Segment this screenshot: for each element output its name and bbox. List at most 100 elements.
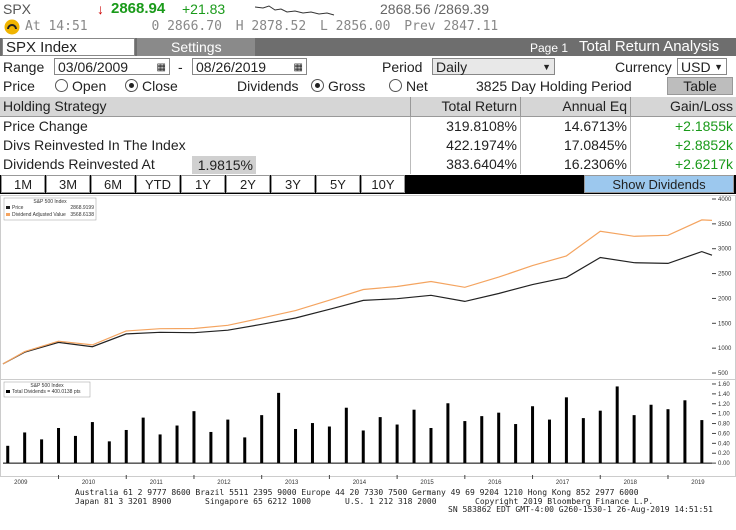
legend-swatch: [6, 213, 10, 216]
price-label: Price: [3, 78, 35, 94]
dividend-bar: [632, 415, 636, 464]
dividend-bar: [666, 409, 670, 464]
range-label: Range: [3, 59, 45, 75]
price-open-text: Open: [72, 78, 107, 94]
open: 2866.70: [167, 19, 222, 34]
legend-label: Dividend Adjusted Value: [12, 212, 66, 218]
dividend-bar: [294, 428, 298, 464]
dividend-bar: [581, 418, 585, 464]
footer-line: U.S. 1 212 318 2000: [345, 497, 437, 506]
status-icon: [4, 19, 20, 35]
x-tick-label: 2019: [691, 480, 705, 486]
dividend-bar: [598, 410, 602, 464]
security-field[interactable]: SPX Index: [2, 38, 135, 56]
legend-label: Price: [12, 205, 24, 211]
dividend-bar: [73, 435, 77, 464]
dividends-label: Dividends: [237, 78, 299, 94]
dividend-bar: [412, 409, 416, 464]
time: 14:51: [48, 19, 88, 34]
dividend-bar: [243, 437, 247, 464]
period-button[interactable]: 3Y: [271, 175, 315, 193]
row-label: Price Change: [3, 118, 88, 134]
start-date[interactable]: 03/06/2009 ▦: [54, 58, 170, 75]
x-tick-label: 2015: [420, 480, 434, 486]
period-select[interactable]: Daily ▼: [432, 58, 555, 75]
dividends-net[interactable]: Net: [389, 78, 428, 94]
table-button[interactable]: Table: [667, 77, 733, 95]
dividend-bar: [277, 392, 281, 464]
period-button[interactable]: 10Y: [361, 175, 405, 193]
currency-value: USD: [681, 59, 711, 75]
direction-arrow: ↓: [97, 1, 104, 17]
table-value: 14.6713%: [520, 117, 630, 136]
y-tick-label: 1500: [718, 321, 732, 327]
y-tick-label: 1.20: [718, 402, 730, 408]
footer-line: Japan 81 3 3201 8900: [75, 497, 172, 506]
dividend-bar: [327, 426, 331, 464]
price-close-text: Close: [142, 78, 178, 94]
column-header: Annual Eq: [520, 97, 630, 116]
period-button[interactable]: 6M: [91, 175, 135, 193]
ticker: SPX: [3, 1, 32, 17]
y-tick-label: 2000: [718, 296, 732, 302]
low: 2856.00: [335, 19, 391, 34]
price-line: [2, 219, 713, 365]
dividend-bar: [615, 386, 619, 464]
dividend-bar: [175, 425, 179, 464]
dividend-bar: [361, 430, 365, 464]
end-date[interactable]: 08/26/2019 ▦: [192, 58, 307, 75]
x-tick-label: 2017: [556, 480, 570, 486]
period-button[interactable]: 2Y: [226, 175, 270, 193]
y-tick-label: 0.60: [718, 431, 730, 437]
price-close[interactable]: Close: [125, 78, 178, 94]
y-tick-label: 1.40: [718, 392, 730, 398]
period-button[interactable]: 3M: [46, 175, 90, 193]
dividend-bar: [497, 412, 501, 464]
y-tick-label: 0.80: [718, 422, 730, 428]
price-open[interactable]: Open: [55, 78, 106, 94]
dividend-bar: [700, 420, 704, 464]
period-button[interactable]: 1M: [1, 175, 45, 193]
x-tick-label: 2014: [353, 480, 367, 486]
settings-button[interactable]: Settings: [137, 38, 255, 56]
table-value: 383.6404%: [410, 155, 520, 174]
dividends-gross[interactable]: Gross: [311, 78, 365, 94]
open-label: 0: [151, 19, 160, 34]
footer-line: Singapore 65 6212 1000: [205, 497, 311, 506]
x-tick-label: 2011: [150, 480, 164, 486]
x-tick-label: 2010: [82, 480, 96, 486]
x-tick-label: 2018: [624, 480, 638, 486]
reinvest-rate[interactable]: 1.9815%: [192, 156, 256, 174]
dividend-bar: [531, 406, 535, 464]
dividend-bar: [378, 417, 382, 464]
prev-label: Prev: [404, 19, 436, 34]
sparkline: [255, 5, 335, 16]
range-dash: -: [178, 59, 183, 75]
show-dividends-button[interactable]: Show Dividends: [584, 175, 734, 193]
currency-select[interactable]: USD ▼: [677, 58, 727, 75]
y-tick-label: 0.00: [718, 461, 730, 467]
period-button[interactable]: 5Y: [316, 175, 360, 193]
period-button[interactable]: 1Y: [181, 175, 225, 193]
footer-line: Copyright 2019 Bloomberg Finance L.P.: [475, 497, 654, 506]
legend-value: 3568.6138: [70, 212, 94, 218]
dividend-bar: [6, 445, 10, 464]
column-header: Total Return: [410, 97, 520, 116]
dividend-bar: [480, 416, 484, 464]
function-title: Total Return Analysis: [579, 38, 720, 55]
dividends-gross-text: Gross: [328, 78, 366, 94]
dividend-bar: [547, 419, 551, 464]
period-button[interactable]: YTD: [136, 175, 180, 193]
table-value: 422.1974%: [410, 136, 520, 155]
x-tick-label: 2016: [488, 480, 502, 486]
start-date-text: 03/06/2009: [58, 59, 129, 75]
legend-title: S&P 500 Index: [33, 199, 67, 205]
y-tick-label: 1000: [718, 346, 732, 352]
dividend-bar: [260, 415, 264, 464]
dividend-bar: [90, 422, 94, 464]
table-header: [0, 97, 736, 117]
high: 2878.52: [251, 19, 307, 34]
at-label: At: [25, 19, 41, 34]
dividend-bar: [683, 400, 687, 464]
